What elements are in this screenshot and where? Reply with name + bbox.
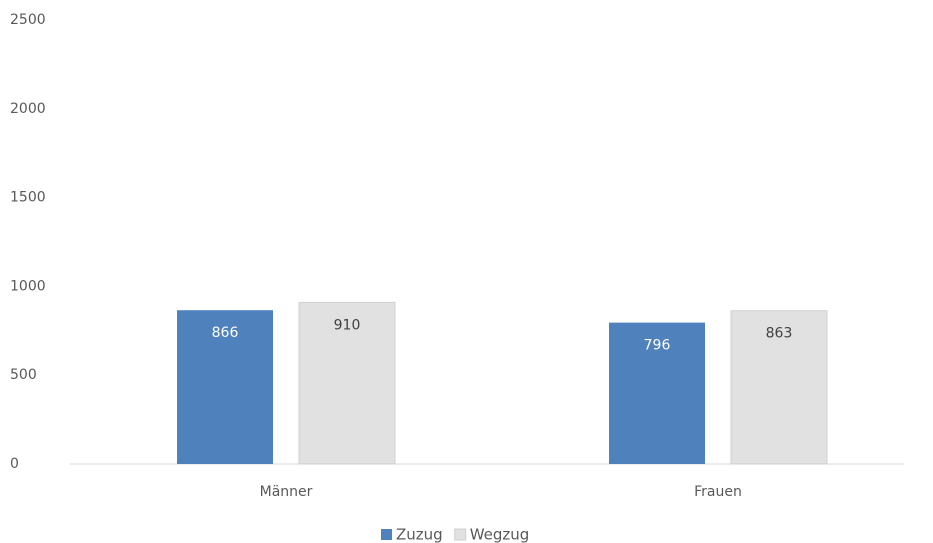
legend-label: Zuzug — [396, 526, 443, 543]
data-label: 910 — [334, 317, 361, 333]
x-tick-label: Männer — [260, 484, 313, 500]
data-label: 863 — [766, 326, 793, 342]
legend-swatch — [454, 528, 467, 541]
legend-swatch — [381, 529, 392, 540]
data-label: 866 — [212, 325, 239, 341]
x-tick-label: Frauen — [694, 484, 742, 500]
y-tick-label: 1000 — [10, 278, 46, 294]
bar — [609, 322, 705, 464]
legend-label: Wegzug — [470, 526, 530, 543]
data-label: 796 — [644, 338, 671, 354]
bar — [177, 310, 273, 464]
y-tick-label: 1500 — [10, 190, 46, 206]
y-tick-label: 2500 — [10, 12, 46, 28]
y-tick-label: 2000 — [10, 101, 46, 117]
bar — [730, 310, 828, 465]
y-tick-label: 0 — [10, 456, 19, 472]
y-tick-label: 500 — [10, 367, 37, 383]
bar — [298, 301, 396, 465]
